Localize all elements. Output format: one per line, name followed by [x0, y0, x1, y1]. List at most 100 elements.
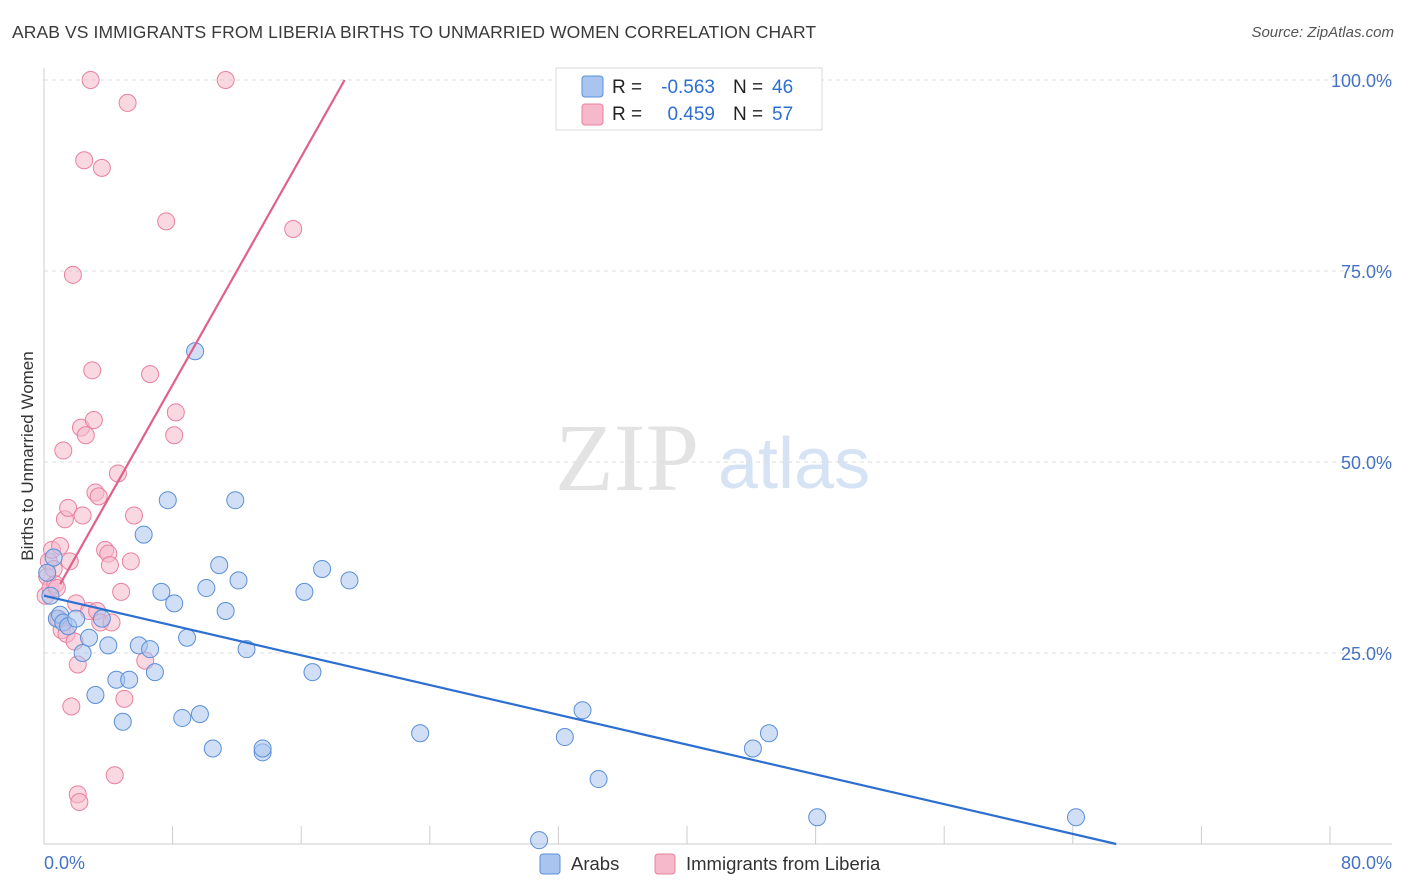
point-arabs: [113, 712, 132, 731]
point-liberia: [75, 151, 94, 170]
point-arabs: [41, 586, 60, 605]
point-liberia: [125, 506, 144, 525]
point-liberia: [54, 441, 73, 460]
trend-lines: [43, 79, 1117, 846]
x-tick-label-min: 0.0%: [44, 853, 85, 873]
point-liberia: [63, 265, 82, 284]
point-arabs: [759, 724, 778, 743]
point-arabs: [555, 728, 574, 747]
point-liberia: [108, 464, 127, 483]
y-tick-label-25: 25.0%: [1341, 644, 1392, 664]
point-liberia: [157, 212, 176, 231]
point-liberia: [62, 697, 81, 716]
point-arabs: [141, 640, 160, 659]
legend-r-value-arabs: -0.563: [661, 77, 715, 98]
point-arabs: [173, 708, 192, 727]
y-tick-label-100: 100.0%: [1331, 71, 1392, 91]
point-arabs: [120, 670, 139, 689]
axes: [43, 68, 1392, 845]
point-arabs: [86, 686, 105, 705]
bottom-legend-swatch-liberia: [654, 853, 676, 875]
legend-n-value-liberia: 57: [772, 104, 793, 125]
point-arabs: [237, 640, 256, 659]
point-arabs: [190, 705, 209, 724]
bottom-legend-label-liberia: Immigrants from Liberia: [686, 853, 881, 874]
y-tick-labels: 100.0% 75.0% 50.0% 25.0%: [1331, 71, 1392, 664]
point-liberia: [89, 487, 108, 506]
point-liberia: [284, 219, 303, 238]
watermark-atlas: atlas: [718, 424, 870, 504]
point-liberia: [118, 93, 137, 112]
legend-bottom: Arabs Immigrants from Liberia: [539, 853, 881, 875]
point-arabs: [229, 571, 248, 590]
watermark-zip: ZIP: [555, 404, 699, 511]
point-arabs: [313, 559, 332, 578]
y-tick-label-50: 50.0%: [1341, 453, 1392, 473]
point-arabs: [295, 582, 314, 601]
point-arabs: [411, 724, 430, 743]
legend-swatch-liberia: [581, 103, 604, 126]
point-arabs: [530, 831, 549, 850]
trend-line-arabs: [43, 594, 1117, 846]
point-liberia: [112, 582, 131, 601]
point-liberia: [81, 71, 100, 89]
chart-title: ARAB VS IMMIGRANTS FROM LIBERIA BIRTHS T…: [12, 22, 817, 42]
point-arabs: [158, 491, 177, 510]
point-arabs: [203, 739, 222, 758]
point-liberia: [73, 506, 92, 525]
point-liberia: [105, 766, 124, 785]
point-arabs: [743, 739, 762, 758]
grid-lines: [44, 79, 1392, 654]
point-arabs: [44, 548, 63, 567]
point-arabs: [253, 739, 272, 758]
point-liberia: [166, 403, 185, 422]
point-arabs: [303, 663, 322, 682]
point-liberia: [70, 792, 89, 811]
point-arabs: [152, 582, 171, 601]
point-liberia: [83, 361, 102, 380]
point-liberia: [92, 158, 111, 177]
legend-r-label-liberia: R =: [612, 104, 642, 125]
bottom-legend-label-arabs: Arabs: [571, 853, 619, 874]
point-arabs: [99, 636, 118, 655]
point-arabs: [67, 609, 86, 628]
point-arabs: [808, 808, 827, 827]
point-arabs: [340, 571, 359, 590]
point-arabs: [80, 628, 99, 647]
point-arabs: [92, 609, 111, 628]
legend-n-value-arabs: 46: [772, 77, 793, 98]
point-arabs: [589, 770, 608, 789]
point-liberia: [121, 552, 140, 571]
x-tick-marks: [43, 826, 1331, 844]
point-arabs: [573, 701, 592, 720]
point-arabs: [216, 601, 235, 620]
point-liberia: [115, 689, 134, 708]
legend-swatch-arabs: [581, 75, 604, 98]
legend-n-label-liberia: N =: [733, 104, 763, 125]
liberia-points: [36, 71, 303, 811]
point-arabs: [38, 563, 57, 582]
source-label: Source: ZipAtlas.com: [1251, 24, 1394, 41]
legend-r-label-arabs: R =: [612, 77, 642, 98]
point-arabs: [145, 663, 164, 682]
point-arabs: [197, 579, 216, 598]
point-liberia: [84, 410, 103, 429]
point-arabs: [134, 525, 153, 544]
point-arabs: [210, 556, 229, 575]
point-arabs: [165, 594, 184, 613]
y-axis-label: Births to Unmarried Women: [18, 351, 37, 560]
point-liberia: [141, 365, 160, 384]
point-liberia: [216, 71, 235, 89]
point-arabs: [73, 644, 92, 662]
point-liberia: [100, 556, 119, 575]
legend-top: R = -0.563 N = 46 R = 0.459 N = 57: [555, 67, 823, 131]
point-liberia: [165, 426, 184, 445]
point-arabs: [226, 491, 245, 510]
point-arabs: [1067, 808, 1086, 827]
legend-r-value-liberia: 0.459: [667, 104, 715, 125]
point-arabs: [178, 628, 197, 647]
y-tick-label-75: 75.0%: [1341, 262, 1392, 282]
trend-line-liberia: [59, 79, 346, 585]
point-liberia: [76, 426, 95, 445]
